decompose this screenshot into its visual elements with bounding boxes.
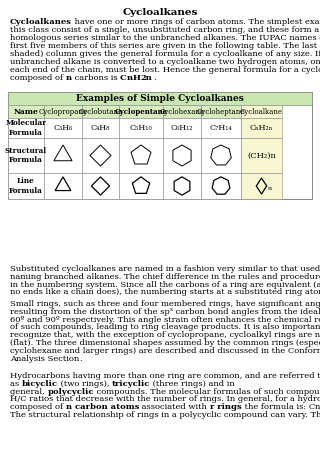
- Bar: [82, 105, 119, 118]
- Text: Molecular
Formula: Molecular Formula: [5, 120, 47, 137]
- Bar: [8, 118, 44, 138]
- Text: compounds. The molecular formulas of such compounds have: compounds. The molecular formulas of suc…: [94, 388, 320, 395]
- Text: tricyclic: tricyclic: [112, 380, 150, 388]
- Text: have one or more rings of carbon atoms. The simplest examples of: have one or more rings of carbon atoms. …: [72, 18, 320, 26]
- Text: C: C: [120, 74, 127, 82]
- Text: each end of the chain, must be lost. Hence the general formula for a cycloalkane: each end of the chain, must be lost. Hen…: [10, 66, 320, 74]
- Text: n: n: [268, 185, 272, 191]
- Bar: [201, 173, 241, 199]
- Text: shaded) column gives the general formula for a cycloalkane of any size. If a sim: shaded) column gives the general formula…: [10, 50, 320, 58]
- Text: naming branched alkanes. The chief difference in the rules and procedures occurs: naming branched alkanes. The chief diffe…: [10, 273, 320, 281]
- Bar: [8, 92, 312, 105]
- Text: Analysis Section: Analysis Section: [10, 355, 79, 362]
- Text: Cycloalkane: Cycloalkane: [240, 107, 283, 116]
- Text: (three rings) and in: (three rings) and in: [150, 380, 235, 388]
- Text: Structural
Formula: Structural Formula: [5, 147, 47, 164]
- Text: unbranched alkane is converted to a cycloalkane two hydrogen atoms, one from: unbranched alkane is converted to a cycl…: [10, 58, 320, 66]
- Bar: [163, 138, 201, 173]
- Text: Cycloalkanes: Cycloalkanes: [10, 18, 72, 26]
- Text: bicyclic: bicyclic: [22, 380, 58, 388]
- Bar: [44, 118, 82, 138]
- Text: (CH₂)n: (CH₂)n: [247, 151, 276, 159]
- Bar: [82, 138, 119, 173]
- Text: 60º and 90º respectively. This angle strain often enhances the chemical reactivi: 60º and 90º respectively. This angle str…: [10, 316, 320, 323]
- Bar: [241, 138, 282, 173]
- Bar: [44, 173, 82, 199]
- Bar: [82, 118, 119, 138]
- Text: Cyclopentane: Cyclopentane: [115, 107, 168, 116]
- Bar: [82, 173, 119, 199]
- Text: recognize that, with the exception of cyclopropane, cycloalkyl rings are not pla: recognize that, with the exception of cy…: [10, 331, 320, 339]
- Bar: [241, 105, 282, 118]
- Text: cyclohexane and larger rings) are described and discussed in the Conformational: cyclohexane and larger rings) are descri…: [10, 347, 320, 355]
- Text: C₃H₆: C₃H₆: [53, 124, 73, 132]
- Text: C₇H₁₄: C₇H₁₄: [210, 124, 232, 132]
- Text: CₙH₂ₙ: CₙH₂ₙ: [250, 124, 273, 132]
- Text: C₅H₁₀: C₅H₁₀: [130, 124, 152, 132]
- Bar: [8, 173, 44, 199]
- Text: Small rings, such as three and four membered rings, have significant angle strai: Small rings, such as three and four memb…: [10, 300, 320, 308]
- Text: (flat). The three dimensional shapes assumed by the common rings (especially: (flat). The three dimensional shapes ass…: [10, 339, 320, 347]
- Text: C₄H₈: C₄H₈: [91, 124, 110, 132]
- Bar: [8, 105, 44, 118]
- Text: homologous series similar to the unbranched alkanes. The IUPAC names of the: homologous series similar to the unbranc…: [10, 34, 320, 42]
- Text: Substituted cycloalkanes are named in a fashion very similar to that used for: Substituted cycloalkanes are named in a …: [10, 265, 320, 273]
- Text: composed of: composed of: [10, 74, 66, 82]
- Bar: [119, 173, 163, 199]
- Text: associated with: associated with: [139, 403, 210, 411]
- Text: Cyclopropane: Cyclopropane: [38, 107, 88, 116]
- Text: n: n: [66, 74, 72, 82]
- Text: of such compounds, leading to ring cleavage products. It is also important to: of such compounds, leading to ring cleav…: [10, 323, 320, 332]
- Text: .: .: [153, 74, 156, 82]
- Bar: [119, 118, 163, 138]
- Bar: [163, 105, 201, 118]
- Text: Name: Name: [13, 107, 38, 116]
- Text: n: n: [127, 74, 133, 82]
- Bar: [201, 118, 241, 138]
- Text: as: as: [10, 380, 22, 388]
- Bar: [119, 105, 163, 118]
- Text: carbons is: carbons is: [72, 74, 120, 82]
- Bar: [163, 173, 201, 199]
- Text: The structural relationship of rings in a polycyclic compound can vary. They may: The structural relationship of rings in …: [10, 411, 320, 419]
- Text: resulting from the distortion of the sp³ carbon bond angles from the ideal 109.5: resulting from the distortion of the sp³…: [10, 308, 320, 316]
- Bar: [119, 138, 163, 173]
- Bar: [44, 105, 82, 118]
- Text: n: n: [315, 403, 320, 411]
- Text: Examples of Simple Cycloalkanes: Examples of Simple Cycloalkanes: [76, 94, 244, 103]
- Text: H/C ratios that decrease with the number of rings. In general, for a hydrocarbon: H/C ratios that decrease with the number…: [10, 395, 320, 404]
- Text: first five members of this series are given in the following table. The last (ye: first five members of this series are gi…: [10, 42, 320, 50]
- Text: Cycloalkanes: Cycloalkanes: [122, 8, 198, 17]
- Text: Hydrocarbons having more than one ring are common, and are referred to: Hydrocarbons having more than one ring a…: [10, 372, 320, 380]
- Bar: [8, 92, 312, 199]
- Text: no ends like a chain does), the numbering starts at a substituted ring atom.: no ends like a chain does), the numberin…: [10, 289, 320, 296]
- Text: H: H: [133, 74, 141, 82]
- Text: this class consist of a single, unsubstituted carbon ring, and these form a: this class consist of a single, unsubsti…: [10, 26, 319, 34]
- Text: 2n: 2n: [141, 74, 153, 82]
- Text: Cycloheptane: Cycloheptane: [197, 107, 245, 116]
- Text: the formula is: C: the formula is: C: [242, 403, 315, 411]
- Text: in the numbering system. Since all the carbons of a ring are equivalent (a ring : in the numbering system. Since all the c…: [10, 280, 320, 289]
- Text: polycyclic: polycyclic: [47, 388, 94, 395]
- Text: Line
Formula: Line Formula: [9, 178, 43, 195]
- Bar: [201, 138, 241, 173]
- Bar: [201, 105, 241, 118]
- Bar: [8, 138, 44, 173]
- Bar: [163, 118, 201, 138]
- Text: n carbon atoms: n carbon atoms: [66, 403, 139, 411]
- Bar: [241, 118, 282, 138]
- Text: (two rings),: (two rings),: [58, 380, 112, 388]
- Text: r rings: r rings: [210, 403, 242, 411]
- Text: composed of: composed of: [10, 403, 66, 411]
- Bar: [241, 173, 282, 199]
- Text: general,: general,: [10, 388, 47, 395]
- Text: Cyclobutane: Cyclobutane: [78, 107, 123, 116]
- Text: .: .: [79, 355, 82, 362]
- Text: C₆H₁₂: C₆H₁₂: [171, 124, 193, 132]
- Bar: [44, 138, 82, 173]
- Text: Cyclohexane: Cyclohexane: [159, 107, 204, 116]
